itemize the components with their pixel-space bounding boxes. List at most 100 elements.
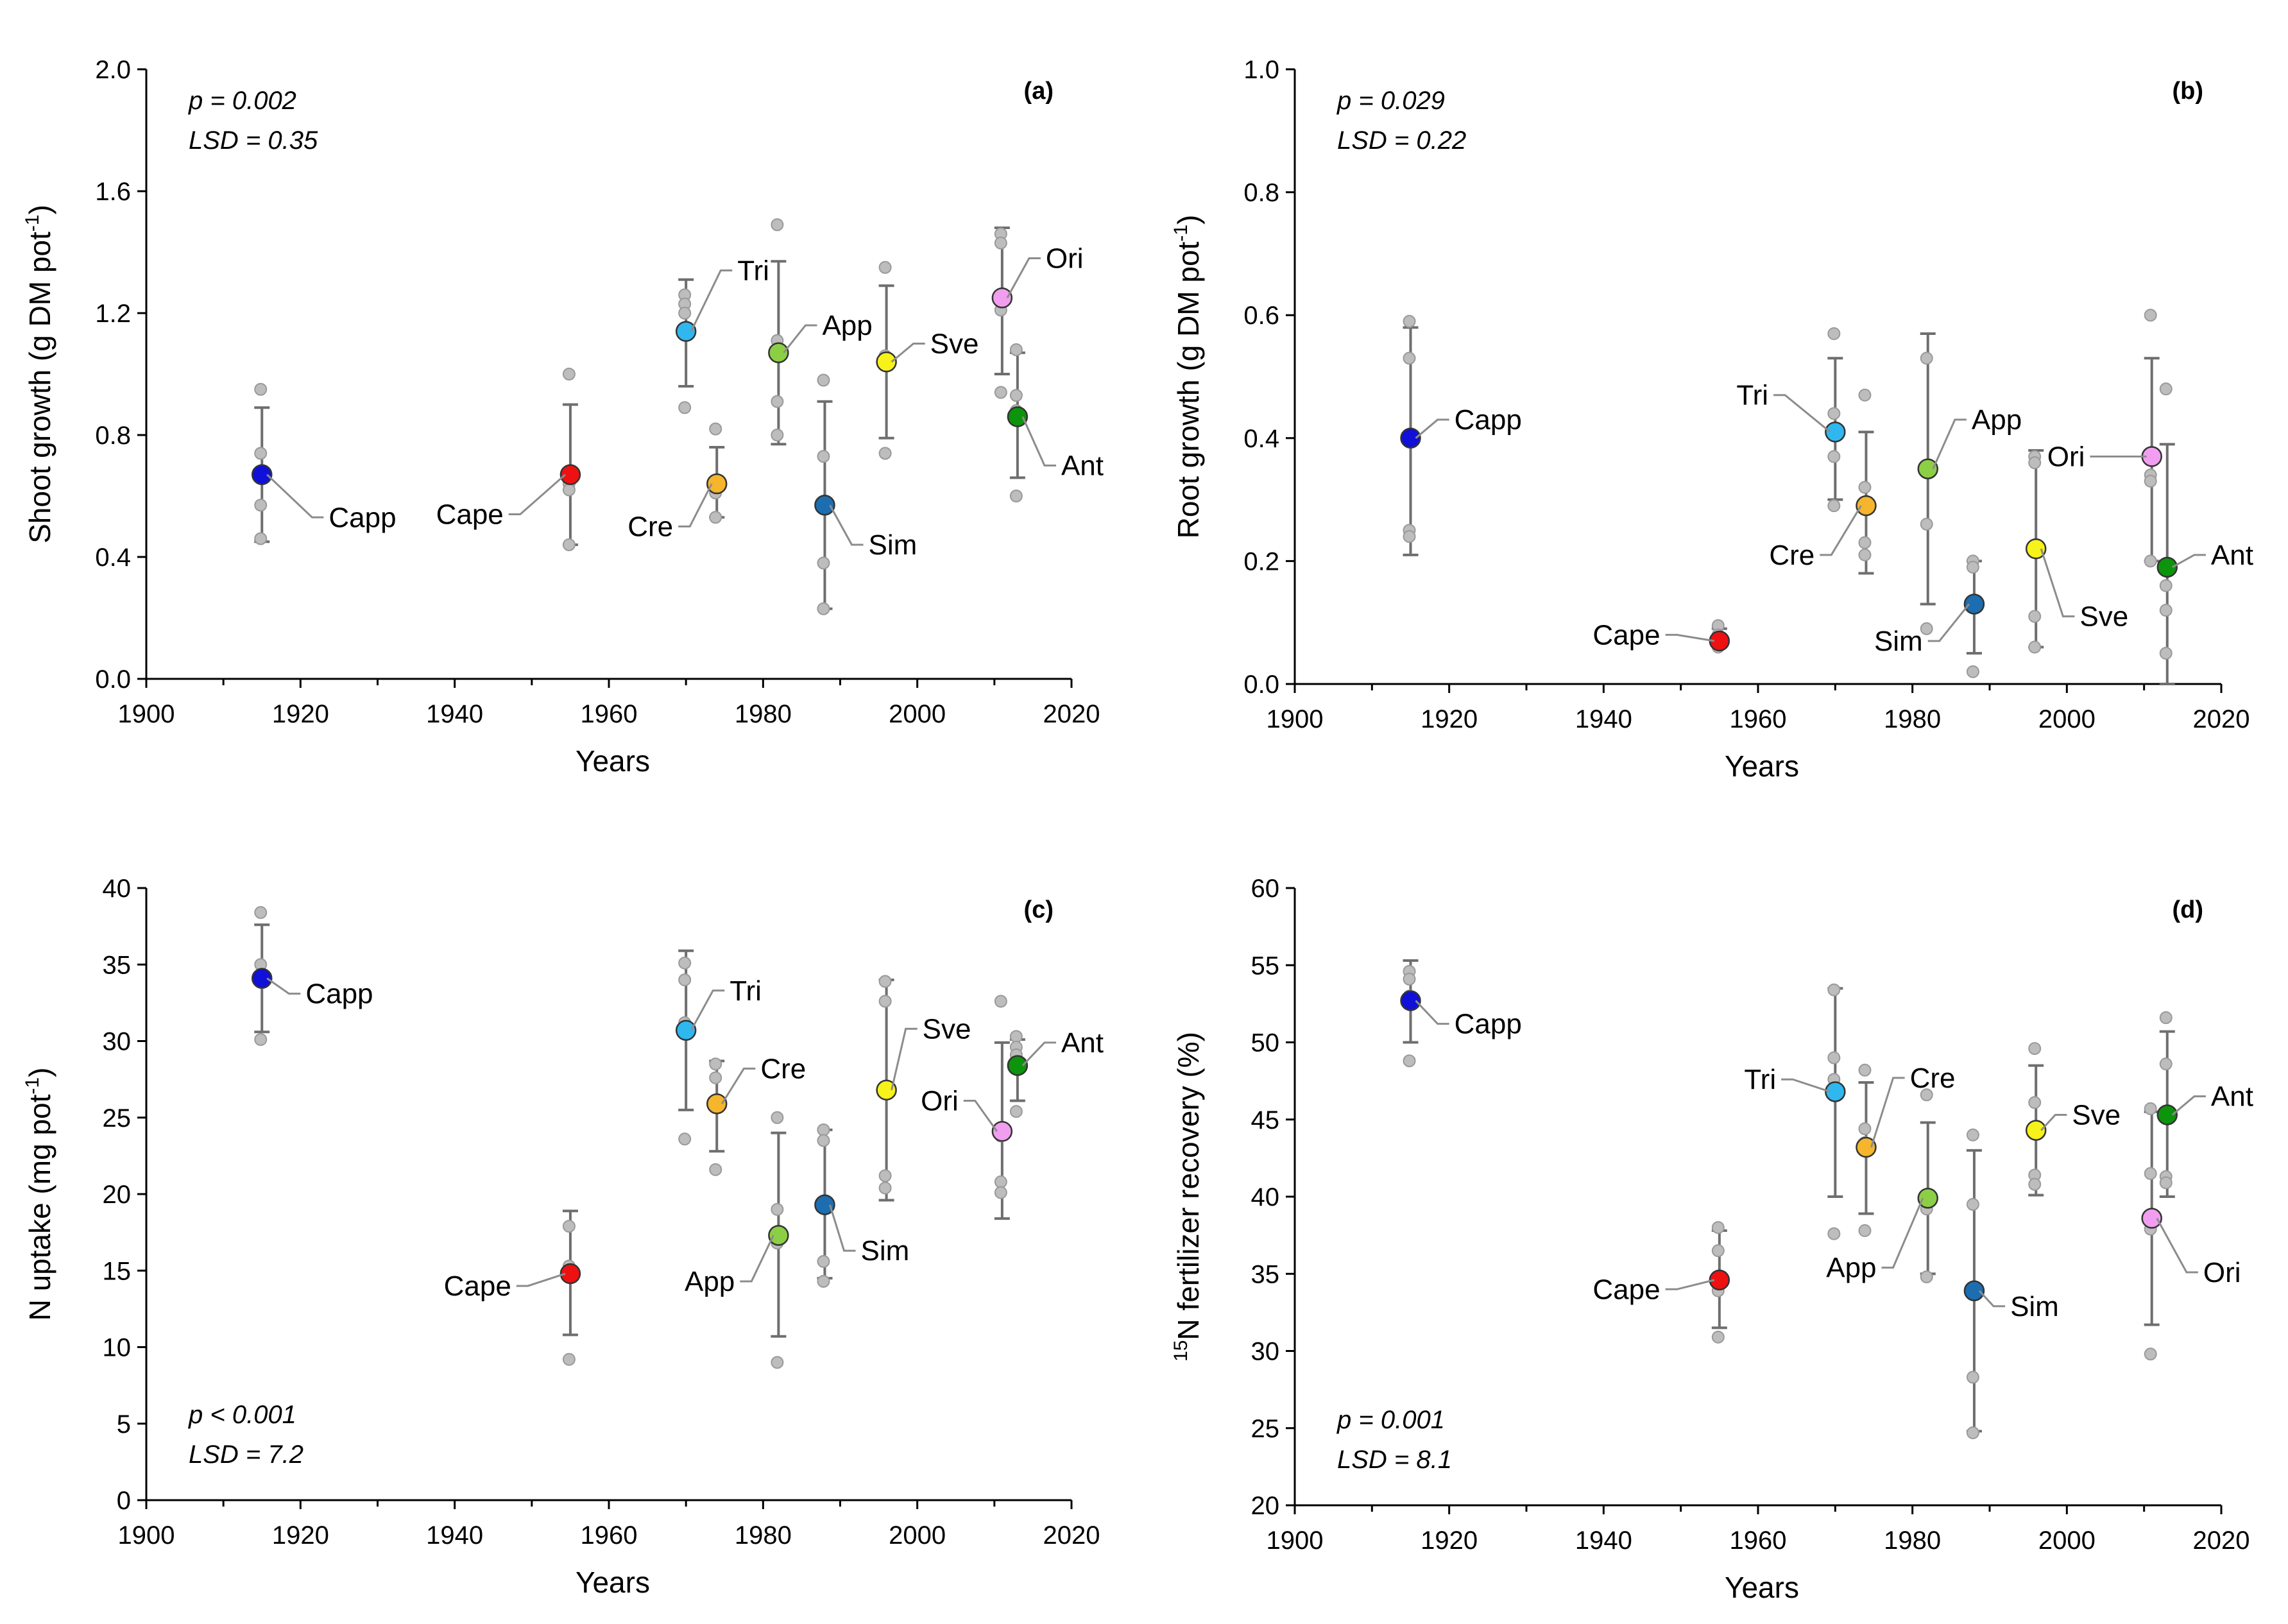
- y-tick-label: 20: [1251, 1492, 1280, 1520]
- series-label: Sim: [1874, 626, 1923, 657]
- y-tick-label: 60: [1251, 875, 1280, 903]
- x-tick-label: 1960: [1730, 705, 1787, 733]
- series-label: Sve: [2072, 1100, 2121, 1131]
- y-tick-label: 40: [1251, 1183, 1280, 1211]
- mean-marker[interactable]: [252, 464, 273, 485]
- series-label: Tri: [1736, 380, 1768, 411]
- y-tick-label: 0.4: [95, 543, 131, 572]
- stats-text: LSD = 0.35: [189, 126, 318, 155]
- series-label: Ant: [1061, 1027, 1104, 1059]
- mean-marker[interactable]: [706, 473, 728, 495]
- mean-marker[interactable]: [2025, 1120, 2047, 1141]
- series-sve: Sve: [876, 261, 979, 460]
- mean-marker[interactable]: [876, 1079, 897, 1101]
- mean-marker[interactable]: [706, 1093, 728, 1115]
- series-app: App: [1917, 332, 2022, 635]
- series-cre: Cre: [1769, 388, 1877, 575]
- replicate-point: [2028, 610, 2042, 623]
- series-ant: Ant: [1007, 1027, 1104, 1118]
- mean-marker[interactable]: [1825, 421, 1846, 443]
- mean-marker[interactable]: [2156, 556, 2178, 578]
- x-tick-label: 1920: [1421, 705, 1478, 733]
- mean-marker[interactable]: [814, 1194, 835, 1215]
- label-leader-line: [1781, 1078, 1831, 1093]
- stats-text: LSD = 7.2: [189, 1440, 303, 1469]
- x-tick-label: 1960: [581, 1521, 638, 1550]
- label-leader-line: [1021, 1041, 1056, 1066]
- label-leader-line: [1870, 1077, 1905, 1148]
- x-tick-label: 2020: [1043, 1521, 1100, 1550]
- replicate-point: [1920, 1270, 1933, 1284]
- panel-label: (c): [1024, 896, 1054, 923]
- mean-marker[interactable]: [1400, 990, 1421, 1011]
- series-label: App: [822, 310, 872, 341]
- mean-marker[interactable]: [252, 968, 273, 989]
- mean-marker[interactable]: [768, 1225, 789, 1246]
- label-leader-line: [1881, 1197, 1924, 1269]
- x-tick-label: 1960: [1730, 1526, 1787, 1555]
- series-label: Ori: [1046, 243, 1084, 275]
- mean-marker[interactable]: [1963, 594, 1985, 615]
- mean-marker[interactable]: [2025, 538, 2047, 560]
- label-leader-line: [829, 504, 864, 546]
- series-label: Sim: [861, 1235, 910, 1267]
- replicate-point: [1711, 1221, 1725, 1235]
- series-ori: Ori: [991, 227, 1084, 399]
- mean-marker[interactable]: [675, 321, 697, 342]
- series-app: App: [685, 1111, 789, 1369]
- mean-marker[interactable]: [768, 342, 789, 363]
- mean-marker[interactable]: [1963, 1280, 1985, 1301]
- replicate-point: [1920, 622, 1933, 635]
- mean-marker[interactable]: [1007, 1055, 1029, 1076]
- x-tick-label: 1980: [1884, 1526, 1941, 1555]
- series-label: Ori: [2047, 441, 2085, 473]
- x-axis-title: Years: [576, 1566, 650, 1599]
- series-label: Tri: [1744, 1064, 1776, 1095]
- mean-marker[interactable]: [1856, 495, 1877, 517]
- y-axis-title: Shoot growth (g DM pot-1): [22, 205, 56, 543]
- mean-marker[interactable]: [1917, 458, 1938, 479]
- series-label: Tri: [730, 975, 762, 1007]
- label-leader-line: [783, 324, 817, 354]
- x-tick-label: 2020: [2193, 1526, 2250, 1555]
- mean-marker[interactable]: [1007, 406, 1029, 427]
- series-label: Cre: [760, 1053, 806, 1084]
- replicate-point: [2028, 456, 2042, 470]
- mean-marker[interactable]: [2156, 1104, 2178, 1125]
- label-leader-line: [1415, 1000, 1449, 1025]
- replicate-point: [994, 1175, 1007, 1188]
- replicate-point: [1403, 314, 1416, 328]
- y-tick-label: 10: [103, 1334, 132, 1362]
- replicate-point: [878, 1169, 892, 1183]
- replicate-point: [771, 218, 784, 232]
- mean-marker[interactable]: [1917, 1188, 1938, 1209]
- label-leader-line: [1978, 1290, 2006, 1308]
- mean-marker[interactable]: [1400, 427, 1421, 449]
- mean-marker[interactable]: [876, 351, 897, 373]
- series-label: Sve: [923, 1013, 971, 1045]
- label-leader-line: [740, 1235, 774, 1283]
- x-axis-title: Years: [1725, 1571, 1799, 1604]
- label-leader-line: [1006, 257, 1041, 298]
- replicate-point: [817, 1134, 830, 1147]
- mean-marker[interactable]: [1856, 1136, 1877, 1158]
- replicate-point: [1403, 530, 1416, 543]
- mean-marker[interactable]: [1825, 1081, 1846, 1102]
- label-leader-line: [2172, 554, 2206, 568]
- replicate-point: [1827, 327, 1841, 340]
- mean-marker[interactable]: [2141, 1208, 2162, 1229]
- mean-marker[interactable]: [814, 495, 835, 516]
- y-tick-label: 1.6: [95, 178, 131, 206]
- mean-marker[interactable]: [559, 1263, 581, 1285]
- series-capp: Capp: [252, 906, 373, 1047]
- mean-marker[interactable]: [991, 1120, 1013, 1142]
- series-sim: Sim: [1874, 554, 1985, 678]
- x-tick-label: 1940: [1575, 1526, 1632, 1555]
- x-tick-label: 2000: [889, 1521, 946, 1550]
- replicate-point: [1966, 1426, 1979, 1439]
- series-label: Cape: [444, 1270, 511, 1302]
- mean-marker[interactable]: [991, 287, 1013, 309]
- mean-marker[interactable]: [559, 464, 581, 485]
- mean-marker[interactable]: [675, 1020, 697, 1041]
- mean-marker[interactable]: [1709, 1269, 1730, 1291]
